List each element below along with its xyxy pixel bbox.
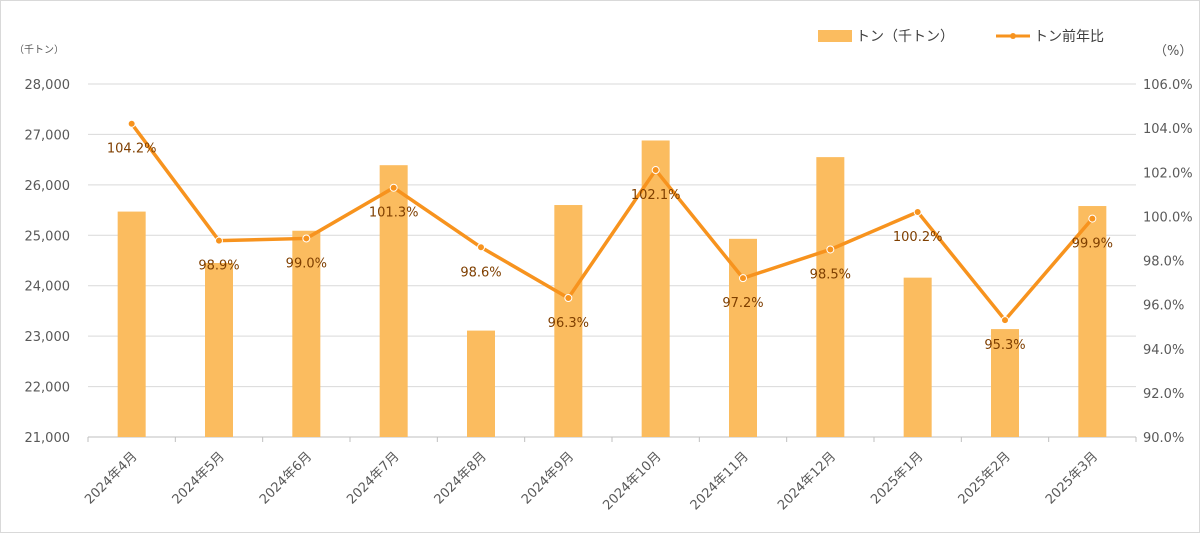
line-point <box>1001 316 1009 325</box>
bar <box>117 211 146 437</box>
y-left-tick-label: 24,000 <box>25 280 71 295</box>
bar <box>467 330 495 437</box>
y-axis-left: 21,000 22,000 23,000 24,000 25,000 26,000 27,0… <box>25 78 71 446</box>
line-series <box>127 119 1097 325</box>
line-point <box>564 294 573 303</box>
y-right-tick-label: 96.0% <box>1143 299 1184 314</box>
x-tick-label: 2024年8月 <box>432 449 490 507</box>
x-tick-label: 2024年12月 <box>775 449 839 513</box>
x-tick-label: 2024年11月 <box>688 449 752 513</box>
y-right-tick-label: 94.0% <box>1143 343 1184 358</box>
bar <box>641 140 670 438</box>
line-point <box>389 183 398 192</box>
bar <box>205 263 233 437</box>
line-path <box>129 121 1095 322</box>
bar <box>991 329 1019 437</box>
bar <box>1078 206 1107 437</box>
x-tick-label: 2024年7月 <box>344 449 402 507</box>
x-tick-label: 2025年1月 <box>868 449 926 507</box>
y-right-tick-label: 106.0% <box>1143 78 1193 93</box>
grid-lines <box>88 83 1136 438</box>
line-point <box>215 236 223 245</box>
x-tick-label: 2024年9月 <box>519 449 577 507</box>
line-point <box>127 119 136 128</box>
line-point <box>739 274 747 283</box>
y-left-tick-label: 21,000 <box>25 431 71 446</box>
y-right-tick-label: 100.0% <box>1143 210 1193 225</box>
legend-line-label: トン前年比 <box>1034 28 1104 45</box>
y-left-tick-label: 25,000 <box>25 229 71 244</box>
y-right-tick-label: 102.0% <box>1143 166 1193 181</box>
data-label: 101.3% <box>369 206 419 221</box>
data-label: 97.2% <box>722 296 763 311</box>
x-tick-label: 2025年3月 <box>1043 449 1101 507</box>
y-right-tick-label: 92.0% <box>1143 387 1184 402</box>
line-point <box>826 245 835 254</box>
bar <box>816 157 845 437</box>
line-point <box>302 234 311 243</box>
y-right-tick-label: 90.0% <box>1143 431 1184 446</box>
data-label: 95.3% <box>984 338 1025 353</box>
data-labels: 104.2% 98.9% 99.0% 101.3% 98.6% 96.3% 102.1% 97… <box>107 142 1113 353</box>
right-unit-label: （%） <box>1154 44 1192 59</box>
y-left-tick-label: 26,000 <box>25 179 71 194</box>
data-label: 98.6% <box>460 265 501 280</box>
data-label: 98.5% <box>810 267 851 282</box>
y-right-tick-label: 98.0% <box>1143 255 1184 270</box>
bar <box>292 230 321 437</box>
legend: トン（千トン） トン前年比 <box>818 28 1104 45</box>
data-label: 98.9% <box>198 259 239 274</box>
legend-line-marker <box>1010 33 1016 39</box>
bar <box>379 165 408 437</box>
y-axis-right: 90.0% 92.0% 94.0% 96.0% 98.0% 100.0% 102.0% 104… <box>1143 78 1193 446</box>
bar-series <box>117 140 1107 438</box>
x-tick-label: 2024年6月 <box>257 449 315 507</box>
axis-units: （千トン） （%） <box>14 44 1192 59</box>
x-tick-label: 2024年10月 <box>600 449 664 513</box>
data-label: 96.3% <box>548 316 589 331</box>
line-point <box>477 243 485 252</box>
legend-bar-swatch <box>818 30 852 42</box>
data-label: 99.0% <box>286 256 327 271</box>
bar <box>903 277 932 437</box>
data-label: 99.9% <box>1072 237 1113 252</box>
y-right-tick-label: 104.0% <box>1143 122 1193 137</box>
line-point <box>651 166 660 175</box>
x-axis: 2024年4月 2024年5月 2024年6月 2024年7月 2024年8月 2024年… <box>82 437 1137 513</box>
bar <box>554 205 583 437</box>
line-point <box>1088 214 1097 223</box>
x-tick-label: 2024年4月 <box>82 449 140 507</box>
left-unit-label: （千トン） <box>14 44 64 56</box>
data-label: 100.2% <box>893 230 943 245</box>
data-label: 102.1% <box>631 188 681 203</box>
legend-bar-label: トン（千トン） <box>856 29 954 45</box>
y-left-tick-label: 22,000 <box>25 381 71 396</box>
x-tick-label: 2024年5月 <box>170 449 228 507</box>
data-label: 104.2% <box>107 142 157 157</box>
y-left-tick-label: 27,000 <box>25 128 71 143</box>
y-left-tick-label: 28,000 <box>25 78 71 93</box>
x-tick-label: 2025年2月 <box>956 449 1014 507</box>
y-left-tick-label: 23,000 <box>25 330 71 345</box>
bar <box>729 238 757 437</box>
line-point <box>913 207 922 216</box>
